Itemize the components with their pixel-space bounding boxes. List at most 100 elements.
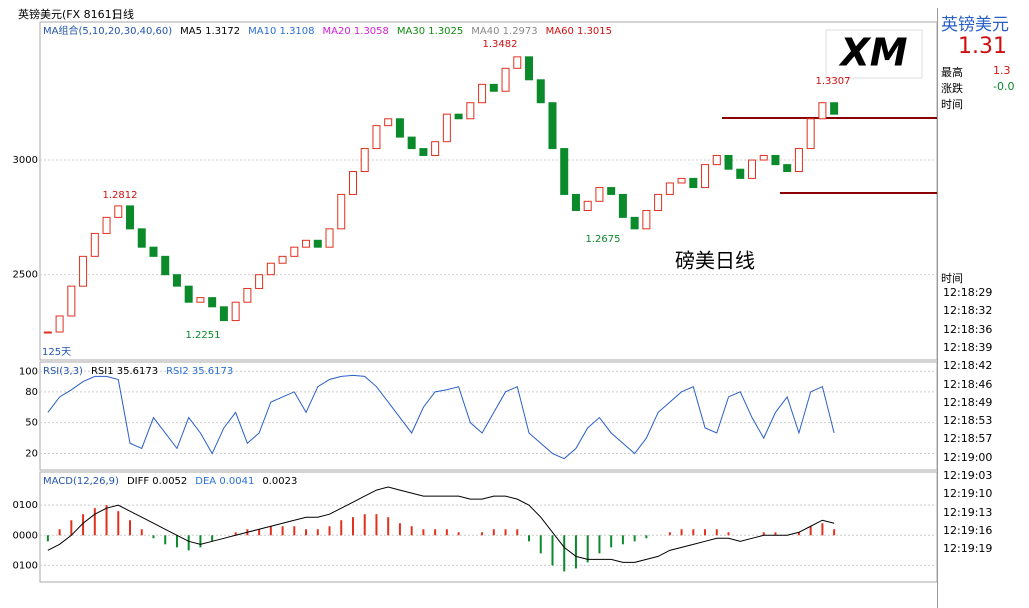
candle — [818, 102, 827, 120]
time: 12:18:36 — [943, 322, 993, 336]
candle — [536, 79, 545, 104]
time-header: 时间 — [941, 98, 963, 111]
candle — [196, 297, 205, 303]
time: 12:18:32 — [943, 304, 993, 318]
y-tick-label: 2500 — [13, 270, 38, 281]
legend-item: MA20 1.3058 — [323, 26, 389, 37]
y-tick-label: 0100 — [13, 560, 38, 571]
candle — [431, 141, 440, 156]
rsi-panel — [39, 361, 937, 471]
row-value: -0.0 — [993, 80, 1015, 93]
candle — [466, 102, 475, 120]
legend-item: MA组合(5,10,20,30,40,60) — [43, 24, 172, 37]
candle — [419, 148, 428, 156]
candle — [161, 255, 170, 276]
candle — [442, 113, 451, 143]
candle — [759, 154, 768, 161]
span-label: 125天 — [42, 347, 71, 358]
time: 12:19:16 — [943, 523, 993, 537]
time: 12:18:46 — [943, 377, 993, 391]
candle — [384, 118, 393, 127]
candle — [560, 148, 569, 195]
candle — [478, 83, 487, 104]
legend-item: MA40 1.2973 — [471, 26, 537, 37]
candle — [90, 232, 99, 257]
candle — [736, 168, 745, 179]
candle — [67, 285, 76, 317]
candle — [243, 287, 252, 303]
candle — [771, 154, 780, 166]
candle — [149, 246, 158, 257]
candle — [290, 246, 299, 257]
y-tick-label: 50 — [25, 418, 38, 429]
candle — [43, 331, 52, 334]
candle — [677, 177, 686, 184]
annotation: 1.2251 — [186, 330, 221, 341]
candle — [630, 216, 639, 230]
candle — [278, 255, 287, 264]
candle — [137, 228, 146, 248]
candle — [830, 102, 839, 115]
time: 12:19:19 — [943, 542, 993, 556]
annotation: 1.3482 — [483, 39, 518, 50]
candle — [583, 200, 592, 211]
logo: XM — [838, 31, 907, 75]
legend-item: MA10 1.3108 — [248, 26, 314, 37]
legend-item: MA30 1.3025 — [397, 26, 463, 37]
candle — [525, 56, 534, 81]
legend-item: MA60 1.3015 — [546, 26, 612, 37]
time: 12:18:49 — [943, 395, 993, 409]
candle — [219, 306, 228, 322]
main-panel — [39, 21, 937, 361]
sidebar: 英镑美元 1.31 最高 1.3 涨跌 -0.0 时间 时间 12:18:29 1… — [937, 8, 1029, 608]
legend-item: MA5 1.3172 — [180, 26, 240, 37]
annotation: 1.2675 — [586, 234, 621, 245]
candle — [231, 301, 240, 322]
legend-item: RSI2 35.6173 — [166, 366, 233, 377]
candle — [665, 182, 674, 195]
chart-area: 英镑美元(FX 8161) 日线 XM 1.3482 1.2812 1.2251… — [13, 7, 937, 583]
price: 1.31 — [958, 34, 1007, 59]
y-tick-label: 80 — [25, 387, 38, 398]
candle — [489, 83, 498, 92]
candle — [548, 102, 557, 150]
candle — [208, 297, 217, 308]
candle — [454, 113, 463, 120]
time: 12:18:29 — [943, 286, 993, 299]
y-tick-label: 0000 — [13, 530, 38, 541]
candle — [102, 216, 111, 234]
candle — [783, 164, 792, 173]
time: 12:18:57 — [943, 432, 993, 446]
time: 12:19:00 — [943, 450, 993, 464]
time-header: 时间 — [941, 272, 963, 285]
candle — [126, 205, 135, 230]
candle — [313, 239, 322, 248]
candle — [372, 125, 381, 150]
candle — [701, 164, 710, 189]
candle — [794, 148, 803, 173]
diff-line — [47, 486, 835, 563]
candle — [172, 274, 181, 287]
time: 12:18:42 — [943, 359, 993, 373]
logo-box — [825, 29, 923, 79]
candle — [325, 228, 334, 248]
legend-item: RSI1 35.6173 — [91, 366, 158, 377]
time: 12:18:39 — [943, 340, 993, 354]
candle — [501, 67, 510, 92]
candle — [806, 118, 815, 150]
annotation: 1.2812 — [103, 190, 138, 201]
candle — [689, 177, 698, 189]
candle — [407, 136, 416, 150]
candle — [337, 193, 346, 230]
rsi-line — [47, 374, 835, 460]
legend-item: DEA 0.0041 — [195, 476, 254, 487]
candle — [595, 187, 604, 202]
y-tick-label: 0100 — [13, 500, 38, 511]
candle — [513, 56, 522, 69]
candle — [654, 193, 663, 211]
time: 12:19:10 — [943, 487, 993, 501]
legend-item: DIFF 0.0052 — [127, 476, 187, 487]
candle — [712, 154, 721, 166]
time: 12:18:53 — [943, 414, 993, 428]
